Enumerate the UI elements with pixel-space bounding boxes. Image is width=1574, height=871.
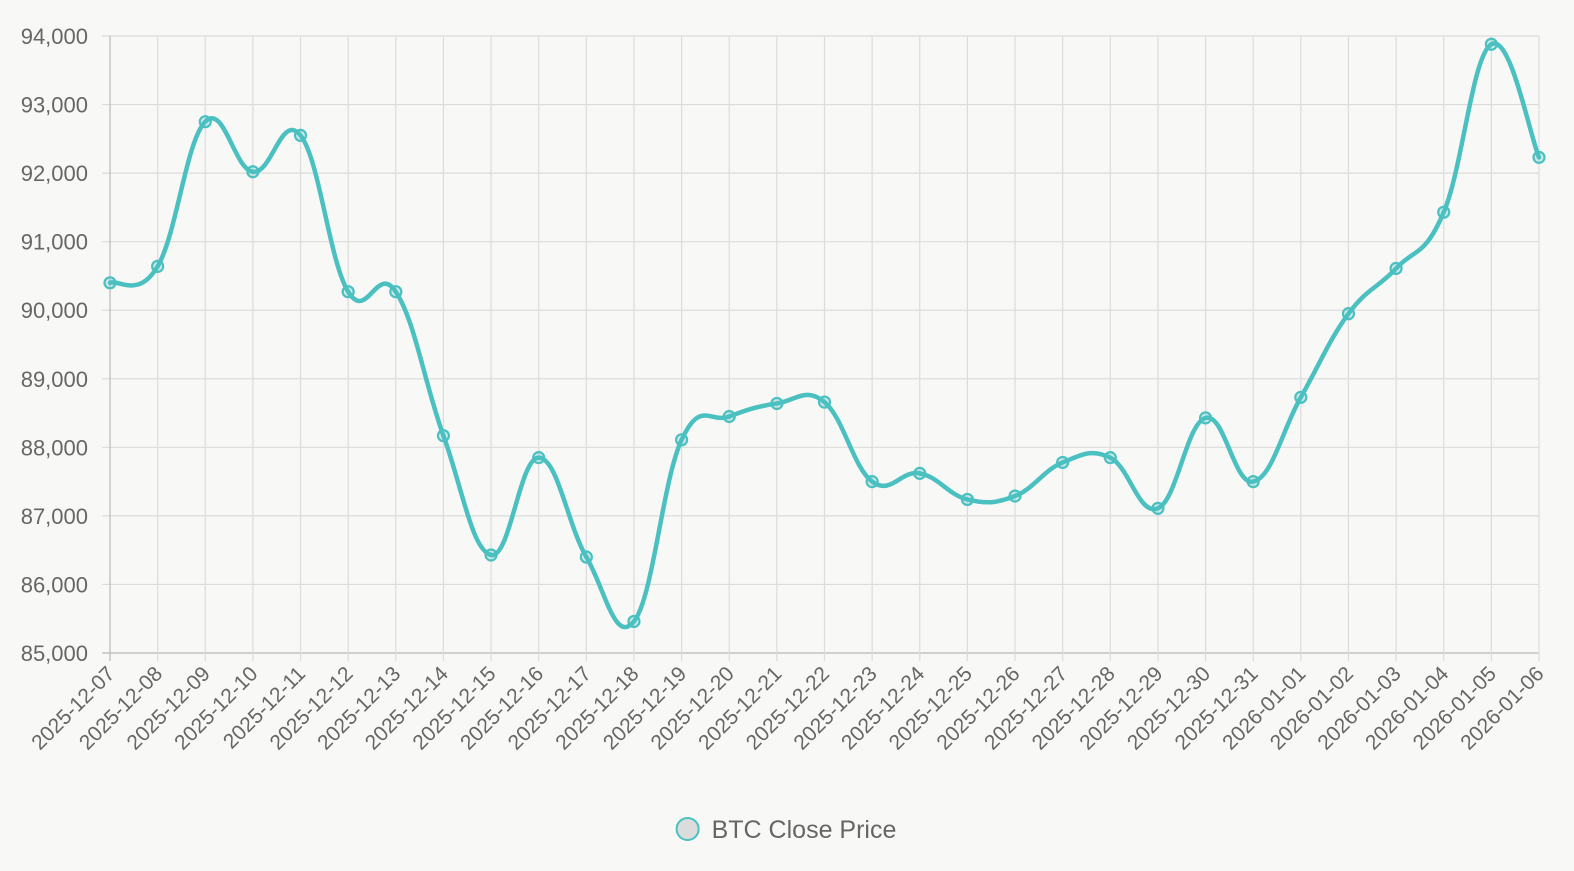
data-point[interactable] [1198, 411, 1213, 425]
data-point[interactable] [341, 285, 355, 299]
data-point[interactable] [389, 285, 403, 299]
data-point[interactable] [1151, 501, 1165, 515]
data-point[interactable] [627, 614, 641, 629]
y-tick-label: 88,000 [21, 435, 88, 460]
data-point[interactable] [960, 492, 975, 507]
data-point[interactable] [913, 466, 927, 480]
data-point[interactable] [1532, 150, 1546, 164]
grid [102, 35, 1540, 661]
legend-marker[interactable] [675, 817, 700, 841]
data-point[interactable] [1056, 455, 1070, 470]
data-point[interactable] [1008, 489, 1022, 503]
legend[interactable]: BTC Close Price [675, 816, 897, 844]
axes: 85,000 86,000 87,000 88,000 89,000 90,000 91,0… [21, 24, 1549, 754]
y-tick-label: 94,000 [21, 24, 88, 49]
series-line-btc-close-price [107, 41, 1542, 630]
data-point[interactable] [1484, 37, 1498, 51]
data-point[interactable] [1437, 205, 1451, 219]
data-point[interactable] [293, 128, 308, 143]
y-tick-label: 92,000 [21, 161, 88, 186]
data-point[interactable] [103, 276, 117, 290]
y-tick-label: 87,000 [21, 504, 88, 529]
data-point[interactable] [1103, 451, 1117, 465]
data-point[interactable] [436, 429, 451, 443]
data-point[interactable] [1294, 390, 1308, 404]
data-point[interactable] [1246, 475, 1260, 489]
data-point[interactable] [817, 395, 832, 409]
data-point[interactable] [770, 396, 784, 411]
data-point[interactable] [674, 433, 689, 447]
series-layer [103, 37, 1546, 630]
data-point[interactable] [722, 409, 736, 424]
y-tick-label: 91,000 [21, 230, 88, 255]
data-point[interactable] [198, 115, 212, 129]
data-point[interactable] [151, 259, 165, 273]
data-point[interactable] [532, 451, 546, 465]
y-tick-label: 89,000 [21, 367, 88, 392]
y-tick-label: 85,000 [21, 641, 88, 666]
data-point[interactable] [1389, 261, 1403, 276]
data-point[interactable] [484, 548, 498, 562]
data-point[interactable] [579, 550, 593, 564]
data-point[interactable] [865, 475, 879, 489]
y-tick-label: 90,000 [21, 298, 88, 323]
y-tick-label: 86,000 [21, 572, 88, 597]
data-point[interactable] [1341, 307, 1356, 321]
data-point[interactable] [246, 165, 260, 179]
y-tick-label: 93,000 [21, 93, 88, 118]
legend-label[interactable]: BTC Close Price [712, 816, 897, 844]
